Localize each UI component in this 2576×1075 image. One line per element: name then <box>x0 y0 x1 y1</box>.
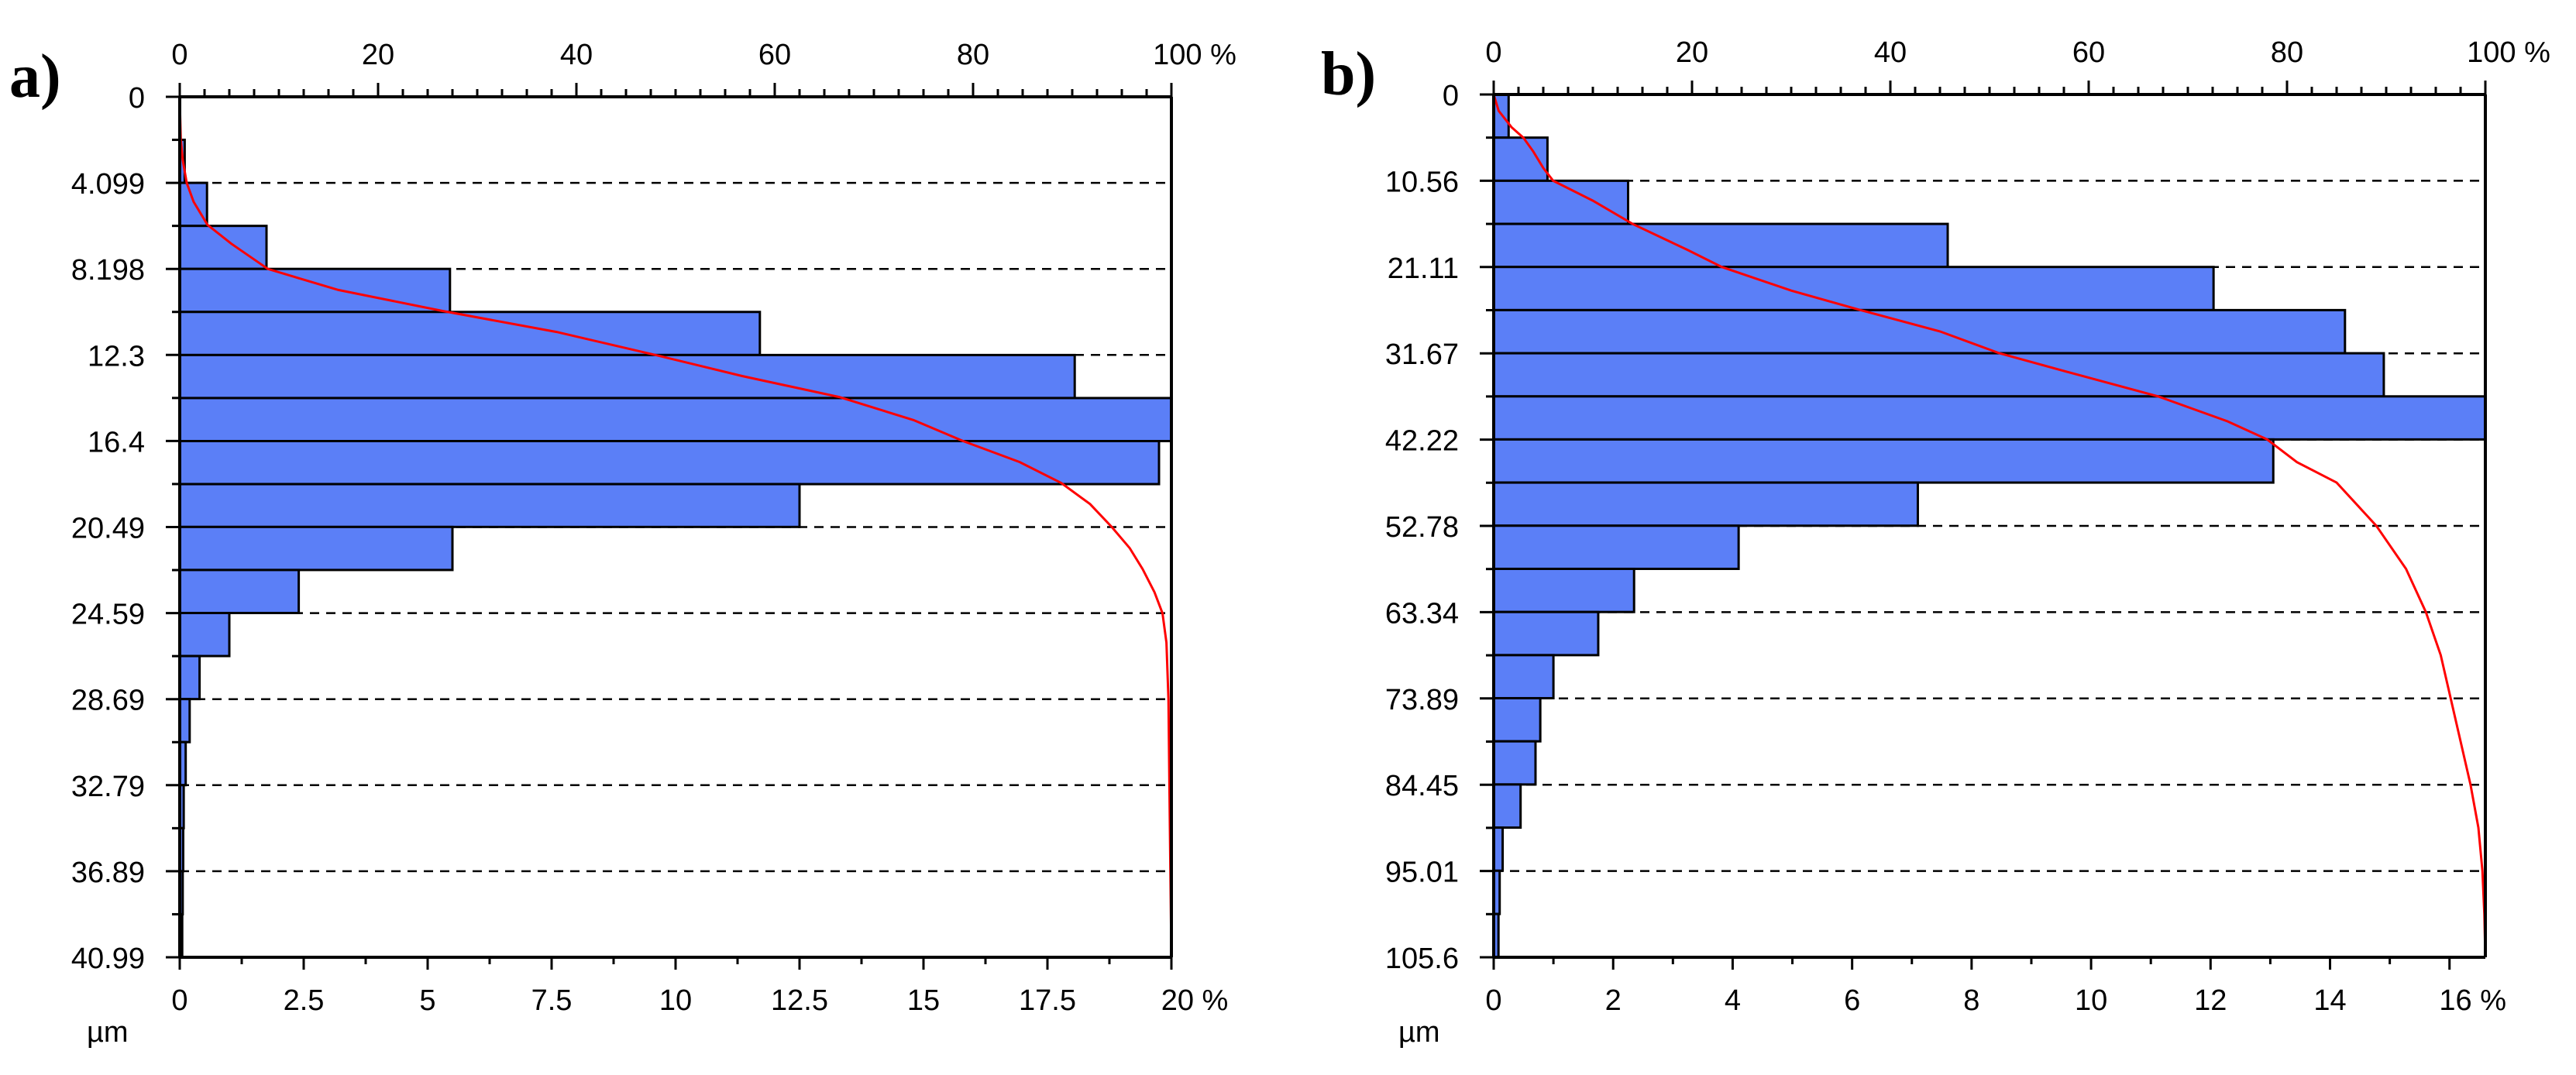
top-tick-label: 0 <box>171 39 187 71</box>
histogram-bar <box>178 225 268 270</box>
bottom-tick-label: 8 <box>1963 984 1979 1017</box>
y-tick-label: 42.22 <box>1385 425 1459 458</box>
cumulative-curve <box>1492 94 2487 958</box>
bottom-tick-label: 14 <box>2313 984 2346 1017</box>
y-tick-label: 20.49 <box>71 513 145 545</box>
y-tick-label: 4.099 <box>71 168 145 201</box>
top-tick-label: 80 <box>957 39 989 71</box>
histogram-bar <box>1492 222 1949 269</box>
histogram-bar <box>178 568 301 614</box>
bottom-tick-label: 12 <box>2194 984 2227 1017</box>
histogram-bar <box>1492 696 1542 743</box>
chart-panel-b: 0 10.56 21.11 31.67 42.22 52.78 63.34 73.89 84.4… <box>1321 36 2550 1049</box>
histogram-bar <box>1492 308 2347 355</box>
bottom-tick-label: 7.5 <box>531 984 573 1017</box>
histogram-bar <box>178 483 801 528</box>
bottom-tick-label: 20 % <box>1161 984 1229 1017</box>
panel-label: b) <box>1321 40 1376 108</box>
histogram-bar <box>178 525 454 572</box>
histogram-bar <box>1492 567 1635 613</box>
histogram-bar <box>1492 654 1555 699</box>
histogram-bar <box>178 397 1173 443</box>
y-tick-label: 32.79 <box>71 771 145 803</box>
top-tick-label: 40 <box>1874 36 1907 69</box>
top-tick-label: 0 <box>1485 36 1501 69</box>
y-tick-label: 16.4 <box>88 426 145 459</box>
y-tick-label: 63.34 <box>1385 597 1459 630</box>
histogram-bar <box>1492 438 2275 484</box>
top-tick-label: 60 <box>758 39 791 71</box>
y-tick-label: 0 <box>1443 80 1459 112</box>
y-tick-label: 12.3 <box>88 340 145 373</box>
histogram-bar <box>178 311 762 356</box>
cumulative-curve <box>178 96 1173 958</box>
histogram-bar <box>1492 740 1537 786</box>
y-unit-label: µm <box>1398 1016 1440 1049</box>
y-unit-label: µm <box>87 1016 129 1049</box>
y-tick-label: 40.99 <box>71 943 145 975</box>
top-tick-label: 20 <box>1676 36 1708 69</box>
top-tick-label: 100 % <box>2467 36 2550 69</box>
bottom-tick-label: 5 <box>419 984 435 1017</box>
bottom-tick-label: 10 <box>659 984 692 1017</box>
y-tick-label: 8.198 <box>71 254 145 287</box>
top-tick-label: 40 <box>560 39 593 71</box>
y-tick-label: 31.67 <box>1385 338 1459 371</box>
y-tick-label: 84.45 <box>1385 770 1459 802</box>
bottom-tick-label: 2.5 <box>284 984 325 1017</box>
bottom-tick-label: 0 <box>1485 984 1501 1017</box>
histogram-bar <box>178 353 1076 400</box>
y-tick-label: 95.01 <box>1385 857 1459 889</box>
top-tick-label: 60 <box>2072 36 2105 69</box>
bottom-tick-label: 6 <box>1844 984 1860 1017</box>
y-tick-label: 24.59 <box>71 599 145 631</box>
y-tick-label: 73.89 <box>1385 684 1459 716</box>
histogram-bar <box>1492 179 1629 225</box>
bottom-tick-label: 12.5 <box>771 984 828 1017</box>
bottom-tick-label: 2 <box>1605 984 1622 1017</box>
histogram-bar <box>1492 610 1600 657</box>
top-tick-label: 20 <box>362 39 394 71</box>
histogram-bar <box>178 611 231 658</box>
histogram-bar <box>1492 395 2487 441</box>
y-tick-label: 105.6 <box>1385 943 1459 975</box>
y-tick-label: 0 <box>129 82 145 115</box>
histogram-bar <box>1492 524 1740 570</box>
top-tick-label: 80 <box>2271 36 2303 69</box>
panel-label: a) <box>9 43 61 111</box>
bottom-tick-label: 4 <box>1725 984 1741 1017</box>
y-tick-label: 28.69 <box>71 685 145 717</box>
bottom-tick-label: 17.5 <box>1019 984 1076 1017</box>
bottom-tick-label: 0 <box>171 984 187 1017</box>
y-tick-label: 10.56 <box>1385 166 1459 198</box>
histogram-bar <box>1492 783 1522 829</box>
histogram-bar <box>178 440 1161 486</box>
bottom-tick-label: 16 % <box>2439 984 2506 1017</box>
chart-panel-a: 0 4.099 8.198 12.3 16.4 20.49 24.59 28.69 32.79 3… <box>9 39 1236 1049</box>
y-tick-label: 52.78 <box>1385 511 1459 544</box>
histogram-bar <box>178 267 452 314</box>
bottom-tick-label: 15 <box>907 984 940 1017</box>
y-tick-label: 36.89 <box>71 857 145 889</box>
bottom-tick-label: 10 <box>2075 984 2107 1017</box>
y-tick-label: 21.11 <box>1388 252 1459 285</box>
top-tick-label: 100 % <box>1153 39 1236 71</box>
histogram-bar <box>178 654 201 701</box>
histogram-bar <box>1492 136 1549 182</box>
histogram-bar <box>1492 352 2385 398</box>
histogram-bar <box>1492 266 2215 311</box>
histogram-bar <box>1492 481 1919 527</box>
